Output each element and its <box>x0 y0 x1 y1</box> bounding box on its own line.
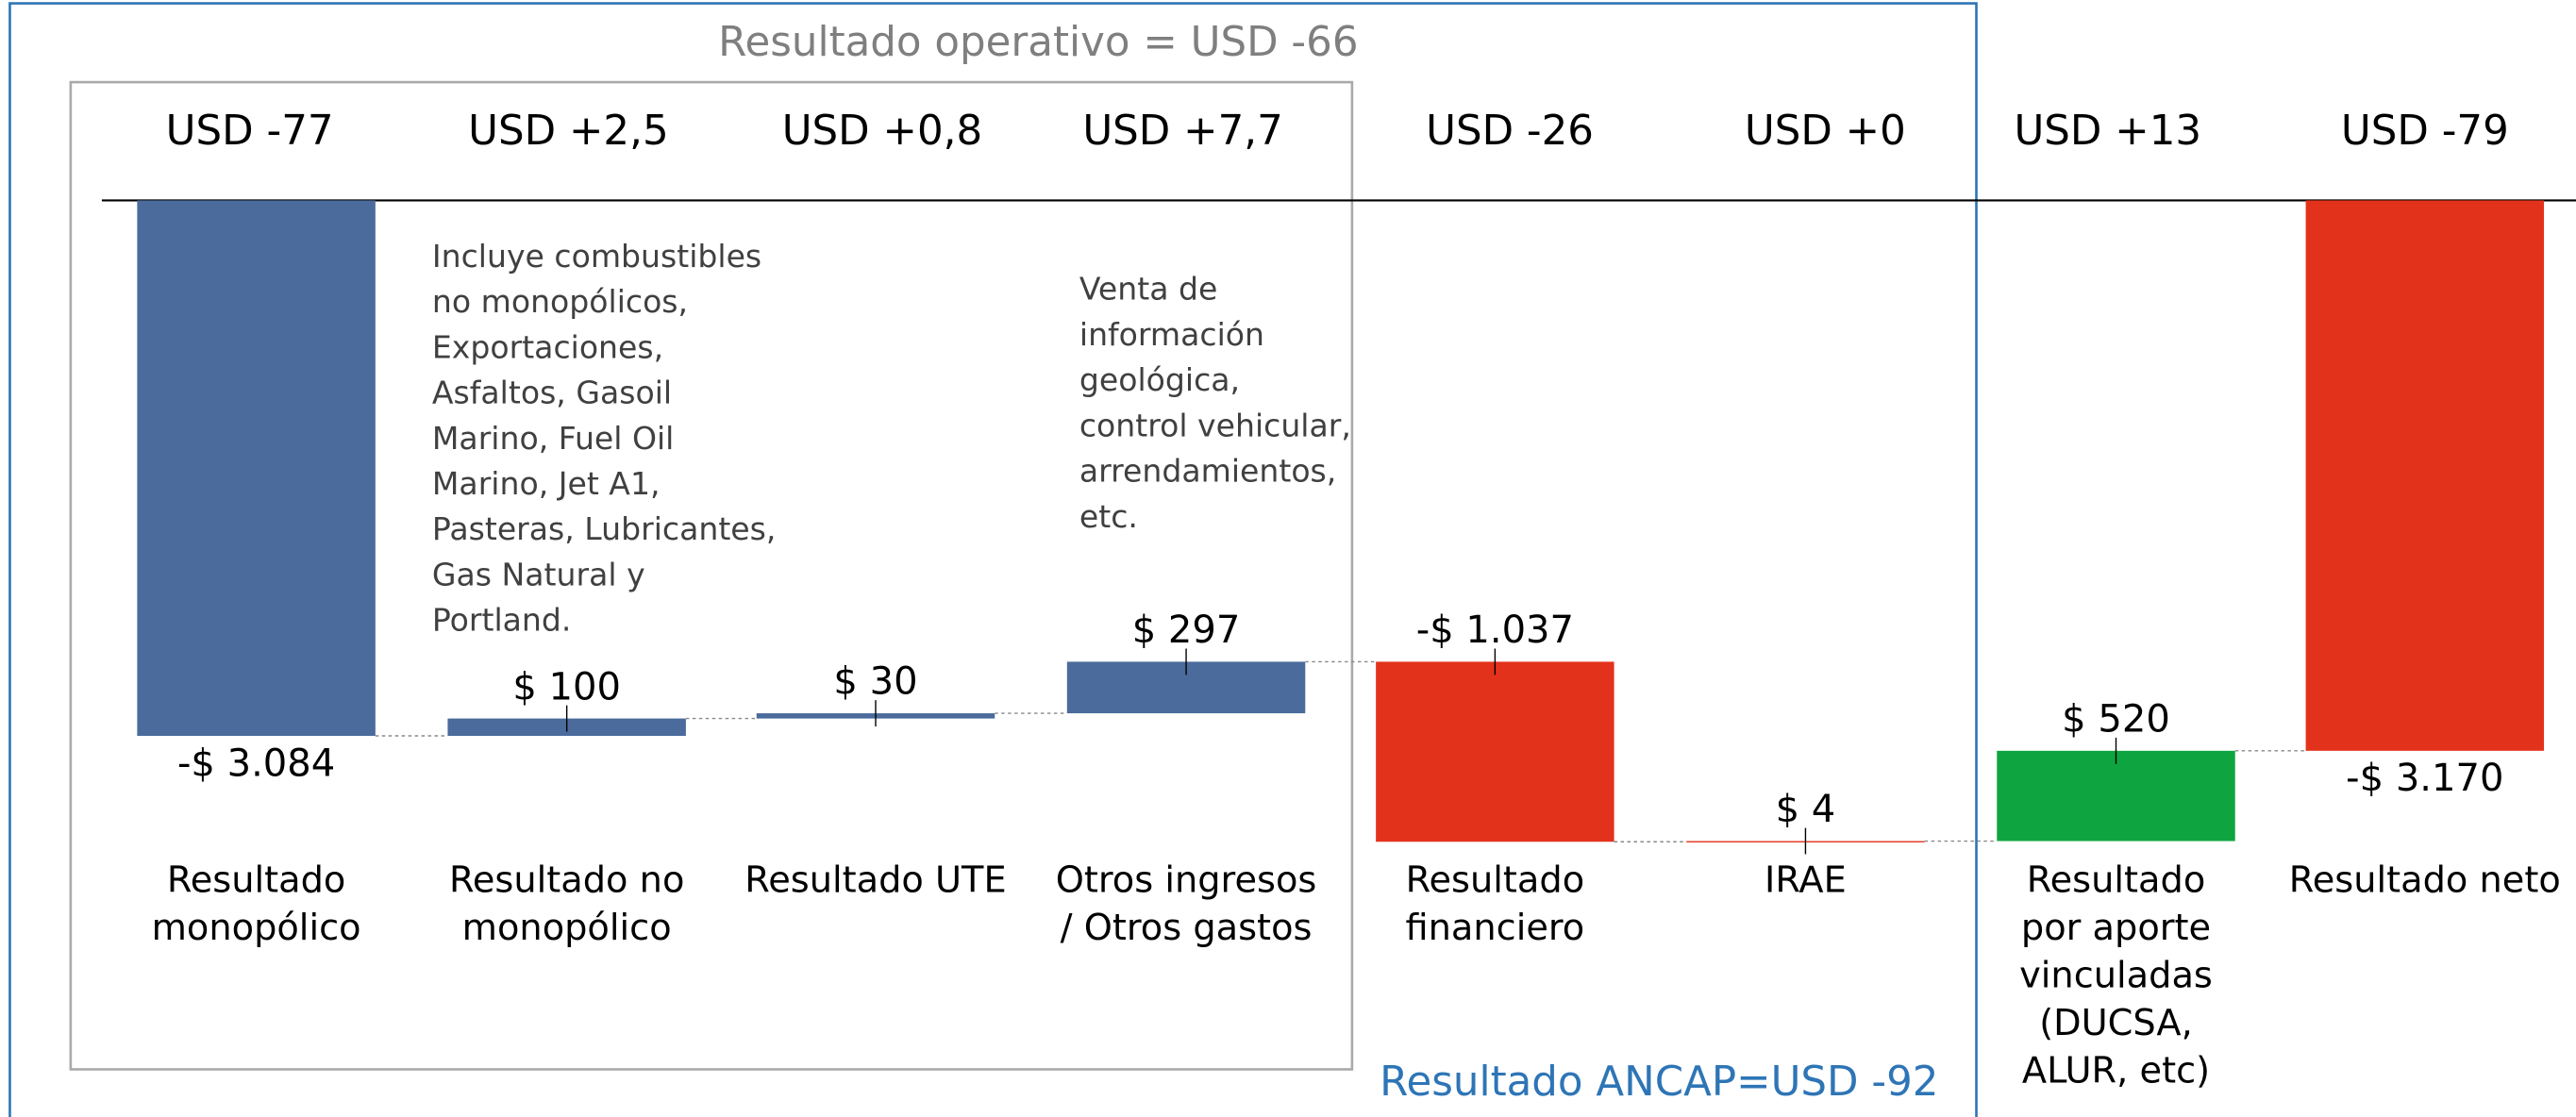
bar <box>2305 200 2545 751</box>
chart-title: Resultado operativo = USD -66 <box>718 19 1358 66</box>
category-label: Resultado neto <box>2289 859 2561 901</box>
category-label: vinculadas <box>2019 954 2213 996</box>
top-label: USD +2,5 <box>468 108 668 155</box>
category-label: Resultado <box>167 859 346 901</box>
category-label: financiero <box>1406 907 1585 949</box>
top-label: USD +7,7 <box>1082 108 1282 155</box>
annotation: no monopólicos, <box>432 283 688 320</box>
bar <box>137 200 376 736</box>
annotation: Venta de <box>1079 271 1217 308</box>
top-label: USD +13 <box>2014 108 2201 155</box>
annotation: Asfaltos, Gasoil <box>432 375 672 411</box>
category-label: Otros ingresos <box>1056 859 1317 901</box>
value-label: $ 4 <box>1776 788 1836 831</box>
category-label: por aporte <box>2021 907 2211 949</box>
value-label: -$ 1.037 <box>1416 609 1574 652</box>
annotation: información <box>1079 316 1264 353</box>
bar <box>1997 750 2235 842</box>
annotation: geológica, <box>1079 361 1240 398</box>
category-label: Resultado <box>1406 859 1585 901</box>
category-label: Resultado UTE <box>744 859 1006 901</box>
operativo-frame <box>69 80 1354 1071</box>
top-label: USD -79 <box>2341 108 2509 155</box>
ancap-frame <box>8 2 1978 1117</box>
value-label: -$ 3.084 <box>177 742 335 785</box>
annotation: arrendamientos, <box>1079 453 1336 490</box>
category-label: / Otros gastos <box>1061 907 1313 949</box>
annotation: Marino, Jet A1, <box>432 465 661 502</box>
category-label: (DUCSA, <box>2039 1002 2193 1044</box>
footer: Resultado ANCAP=USD -92 <box>1380 1059 1938 1106</box>
category-label: Resultado <box>2027 859 2206 901</box>
annotation: Portland. <box>432 602 572 639</box>
category-label: ALUR, etc) <box>2022 1049 2210 1092</box>
annotation: Incluye combustibles <box>432 238 761 275</box>
annotation: Pasteras, Lubricantes, <box>432 510 777 547</box>
value-label: $ 100 <box>512 665 621 709</box>
annotation: Exportaciones, <box>432 328 663 365</box>
category-label: IRAE <box>1765 859 1847 901</box>
value-label: $ 30 <box>833 660 917 704</box>
annotation: Marino, Fuel Oil <box>432 420 674 457</box>
top-label: USD +0,8 <box>782 108 982 155</box>
annotation: control vehicular, <box>1079 407 1351 443</box>
bar <box>1376 661 1614 842</box>
category-label: Resultado no <box>449 859 684 901</box>
value-label: $ 520 <box>2062 697 2170 741</box>
annotation: etc. <box>1079 498 1138 535</box>
value-label: $ 297 <box>1132 609 1241 652</box>
value-label: -$ 3.170 <box>2346 757 2503 800</box>
annotation: Gas Natural y <box>432 556 645 592</box>
top-label: USD -26 <box>1426 108 1594 155</box>
top-label: USD +0 <box>1745 108 1906 155</box>
category-label: monopólico <box>462 907 672 949</box>
top-label: USD -77 <box>166 108 334 155</box>
category-label: monopólico <box>152 907 361 949</box>
